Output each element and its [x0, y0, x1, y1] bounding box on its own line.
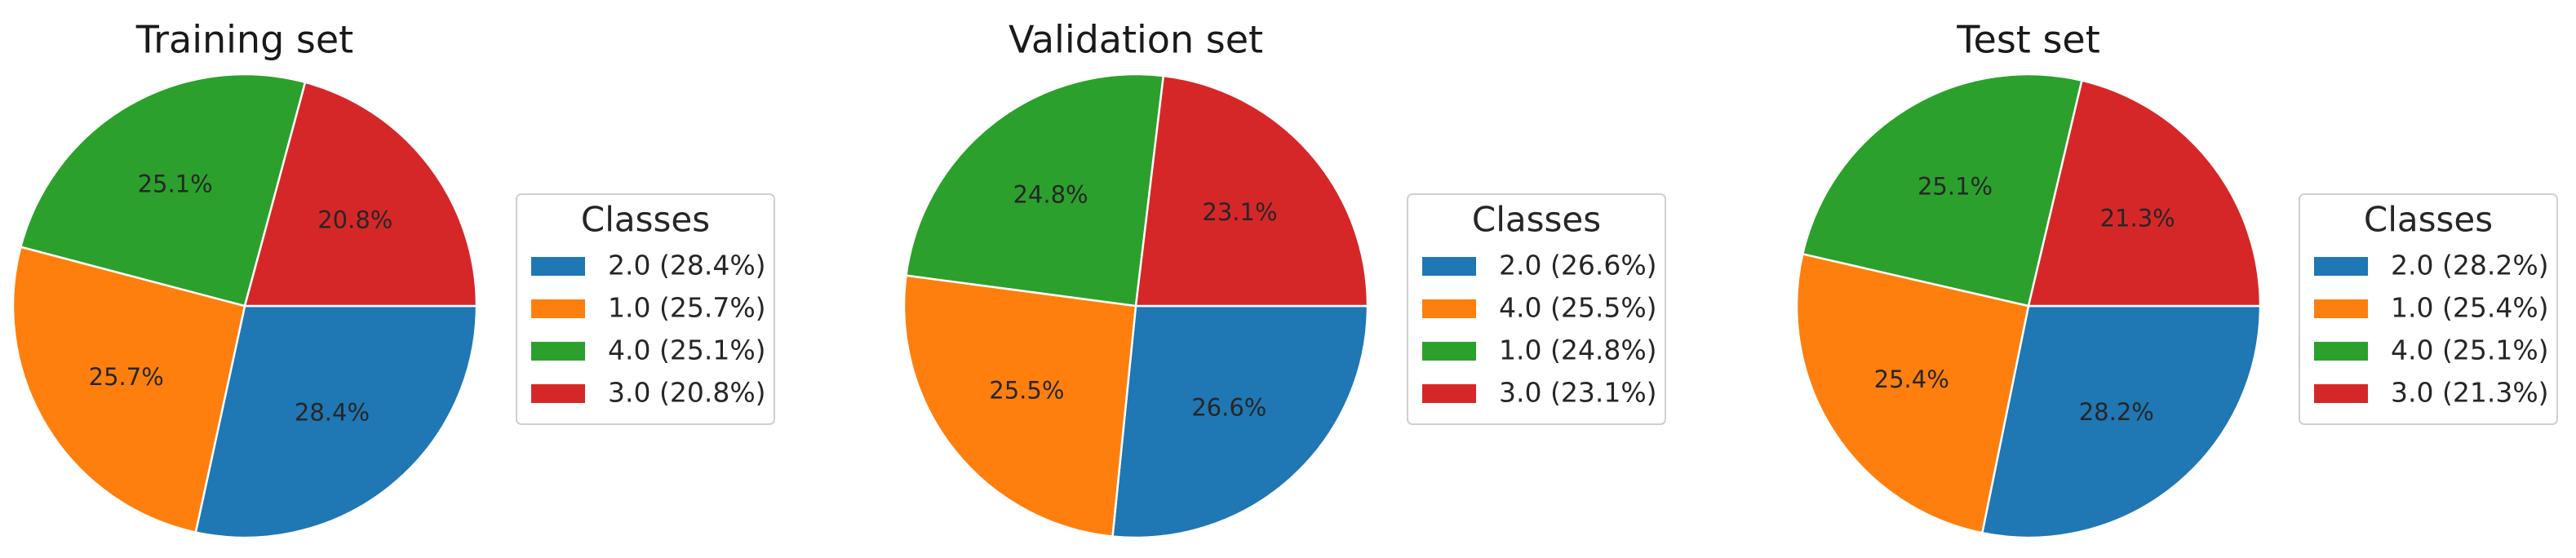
legend-entry-label: 3.0 (23.1%): [1499, 377, 1657, 409]
legend-entry-label: 4.0 (25.5%): [1499, 292, 1657, 324]
pie-slice: [1801, 73, 2083, 308]
slice-percent-label: 25.7%: [89, 363, 164, 391]
legend-entry-label: 2.0 (28.4%): [608, 250, 766, 281]
legend-title: Classes: [2364, 200, 2493, 240]
legend-frame: [1407, 193, 1666, 425]
legend-entry-label: 1.0 (25.4%): [2391, 292, 2549, 324]
slice-percent-label: 23.1%: [1202, 198, 1277, 226]
pie-chart-panel: Training set 28.4% 25.7% 25.1% 20.8% Classes 2…: [11, 18, 775, 539]
pie-slice: [1795, 252, 2030, 534]
legend-entry-label: 4.0 (25.1%): [608, 334, 766, 366]
pie-slice: [2027, 79, 2262, 308]
legend-swatch: [2314, 299, 2368, 318]
pie-slice: [19, 73, 307, 308]
slice-percent-label: 28.4%: [295, 399, 370, 427]
legend-entry-label: 1.0 (24.8%): [1499, 334, 1657, 366]
pie-slice: [905, 73, 1165, 308]
slice-percent-label: 24.8%: [1013, 180, 1088, 208]
legend-swatch: [1422, 257, 1476, 276]
legend-title: Classes: [581, 200, 710, 240]
legend-swatch: [1422, 384, 1476, 403]
legend-frame: [2299, 193, 2558, 425]
slice-percent-label: 25.1%: [138, 170, 213, 198]
slice-percent-label: 25.5%: [989, 377, 1064, 405]
chart-title: Training set: [135, 18, 353, 62]
pie-chart-panel: Validation set 26.6% 25.5% 24.8% 23.1% Classe…: [902, 18, 1666, 539]
legend-swatch: [531, 257, 585, 276]
pie-slice: [902, 274, 1137, 538]
legend: Classes 2.0 (28.2%) 1.0 (25.4%) 4.0 (25.1%)…: [2299, 193, 2558, 425]
slice-percent-label: 20.8%: [317, 206, 392, 233]
pie-slice: [1134, 74, 1369, 308]
pie-slice: [11, 246, 246, 534]
pie-slice: [1111, 304, 1369, 539]
legend-swatch: [1422, 342, 1476, 361]
pie-slice: [243, 81, 478, 308]
chart-title: Test set: [1956, 18, 2100, 62]
slice-percent-label: 21.3%: [2100, 204, 2175, 232]
slice-percent-label: 26.6%: [1191, 393, 1266, 421]
pie-slice: [194, 304, 478, 539]
legend-swatch: [2314, 342, 2368, 361]
pie-slice: [1980, 304, 2262, 539]
legend-entry-label: 1.0 (25.7%): [608, 292, 766, 324]
slice-percent-label: 25.1%: [1918, 172, 1993, 200]
legend-swatch: [531, 299, 585, 318]
slice-percent-label: 28.2%: [2079, 398, 2154, 426]
legend: Classes 2.0 (26.6%) 4.0 (25.5%) 1.0 (24.8%)…: [1407, 193, 1666, 425]
legend: Classes 2.0 (28.4%) 1.0 (25.7%) 4.0 (25.1%)…: [516, 193, 775, 425]
chart-title: Validation set: [1009, 18, 1263, 62]
legend-entry-label: 2.0 (28.2%): [2391, 250, 2549, 281]
legend-swatch: [2314, 384, 2368, 403]
pie-chart-panel: Test set 28.2% 25.4% 25.1% 21.3% Classes 2.0 (…: [1795, 18, 2558, 539]
legend-entry-label: 4.0 (25.1%): [2391, 334, 2549, 366]
legend-entry-label: 2.0 (26.6%): [1499, 250, 1657, 281]
legend-entry-label: 3.0 (21.3%): [2391, 377, 2549, 409]
slice-percent-label: 25.4%: [1874, 365, 1949, 393]
legend-swatch: [2314, 257, 2368, 276]
legend-title: Classes: [1472, 200, 1601, 240]
legend-swatch: [1422, 299, 1476, 318]
legend-frame: [516, 193, 775, 425]
legend-entry-label: 3.0 (20.8%): [608, 377, 766, 409]
legend-swatch: [531, 342, 585, 361]
legend-swatch: [531, 384, 585, 403]
